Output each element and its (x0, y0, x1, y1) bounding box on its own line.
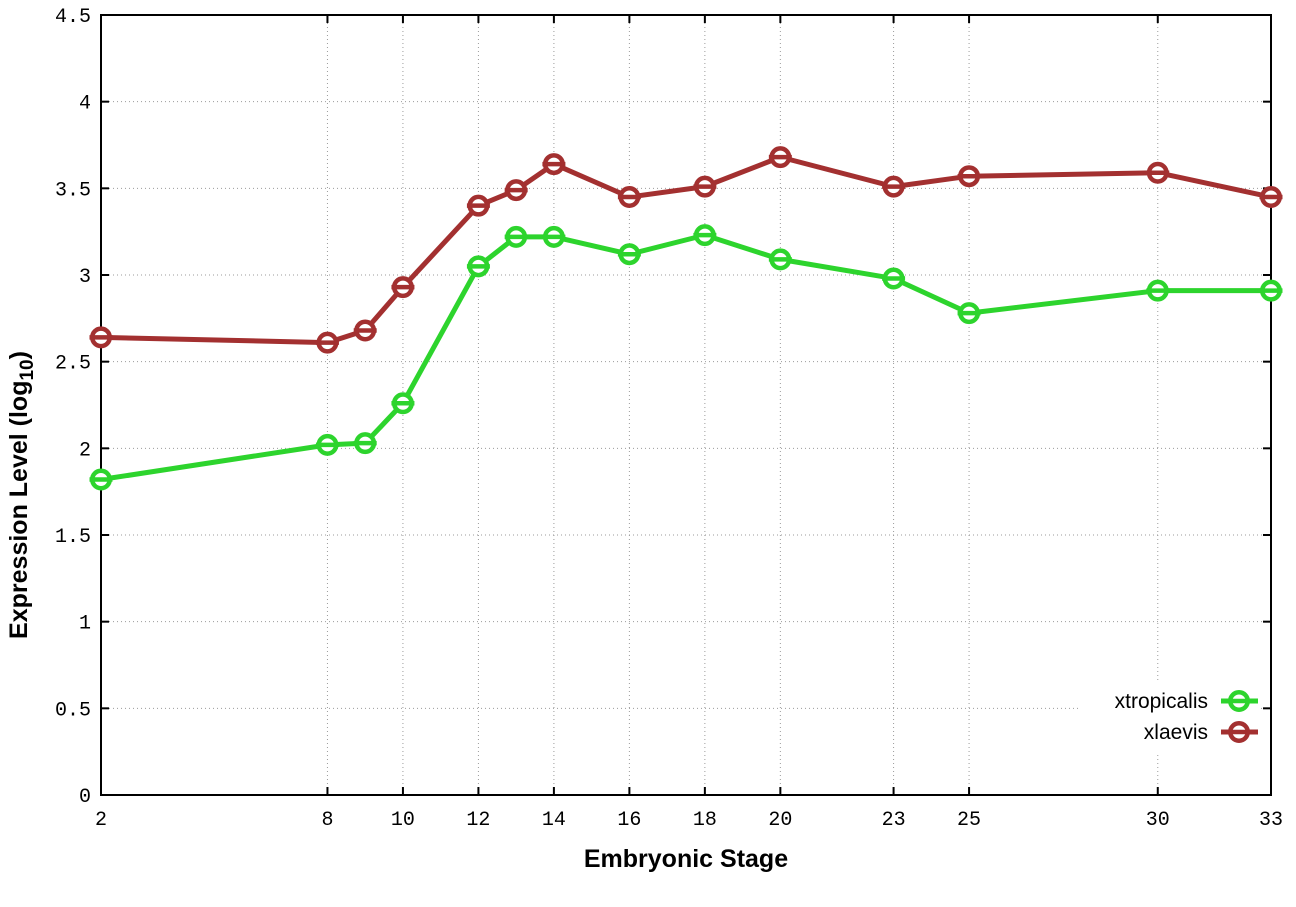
plot-border (100, 14, 1272, 796)
legend-entry-xlaevis: xlaevis (1144, 721, 1258, 744)
x-tick-label-20: 20 (768, 809, 792, 832)
y-tick-label-3.5: 3.5 (55, 179, 91, 202)
legend-marker-xlaevis (1227, 721, 1251, 743)
data-point-xlaevis-stage-13 (504, 179, 528, 202)
data-point-xtropicalis-stage-12 (466, 255, 490, 278)
data-point-xtropicalis-stage-33 (1259, 279, 1283, 302)
x-tick-label-10: 10 (391, 809, 415, 832)
data-point-xlaevis-stage-25 (957, 165, 981, 188)
x-tick-label-8: 8 (321, 809, 333, 832)
legend-label-xlaevis: xlaevis (1144, 721, 1208, 744)
data-point-xlaevis-stage-10 (391, 276, 415, 299)
series-xlaevis (89, 146, 1283, 354)
y-tick-label-4: 4 (79, 93, 91, 116)
x-tick-label-14: 14 (542, 809, 566, 832)
data-point-xlaevis-stage-14 (542, 153, 566, 176)
y-tick-label-0: 0 (79, 786, 91, 809)
y-tick-label-2.5: 2.5 (55, 353, 91, 376)
data-point-xlaevis-stage-16 (617, 186, 641, 208)
x-tick-labels: 2 8 10 12 14 16 18 20 23 25 30 33 (95, 809, 1283, 832)
x-tick-label-2: 2 (95, 809, 107, 832)
data-point-xlaevis-stage-2 (89, 326, 113, 349)
data-point-xlaevis-stage-9 (353, 319, 377, 342)
y-tick-label-1: 1 (79, 613, 91, 636)
data-point-xlaevis-stage-30 (1146, 161, 1170, 184)
y-tick-labels: 0 0.5 1 1.5 2 2.5 3 3.5 4 4.5 (55, 6, 91, 809)
x-tick-label-30: 30 (1146, 809, 1170, 832)
data-point-xtropicalis-stage-23 (882, 267, 906, 290)
data-point-xtropicalis-stage-14 (542, 225, 566, 248)
data-point-xlaevis-stage-23 (882, 175, 906, 198)
x-tick-label-18: 18 (693, 809, 717, 832)
data-point-xtropicalis-stage-10 (391, 392, 415, 415)
data-point-xtropicalis-stage-25 (957, 302, 981, 325)
legend-background (1078, 682, 1260, 754)
legend-marker-xtropicalis (1227, 690, 1251, 712)
data-point-xtropicalis-stage-30 (1146, 279, 1170, 302)
y-tick-label-0.5: 0.5 (55, 699, 91, 722)
x-tick-label-23: 23 (882, 809, 906, 832)
y-tick-label-4.5: 4.5 (55, 6, 91, 29)
y-tick-label-3: 3 (79, 266, 91, 289)
data-point-xtropicalis-stage-8 (315, 433, 339, 456)
gridlines (100, 14, 1272, 796)
data-point-xlaevis-stage-20 (768, 146, 792, 169)
data-point-xtropicalis-stage-16 (617, 243, 641, 266)
y-axis-label: Expression Level (log10) (5, 351, 38, 639)
data-point-xlaevis-stage-18 (693, 175, 717, 198)
series-line-xtropicalis (98, 232, 1274, 483)
data-point-xtropicalis-stage-18 (693, 224, 717, 247)
axis-ticks (100, 14, 1272, 796)
legend-label-xtropicalis: xtropicalis (1115, 690, 1208, 713)
x-tick-label-33: 33 (1259, 809, 1283, 832)
x-tick-label-25: 25 (957, 809, 981, 832)
data-point-xtropicalis-stage-2 (89, 468, 113, 491)
series-line-xlaevis (98, 154, 1274, 346)
data-point-xtropicalis-stage-20 (768, 248, 792, 271)
data-point-xlaevis-stage-33 (1259, 186, 1283, 208)
data-point-xlaevis-stage-12 (466, 194, 490, 217)
y-tick-label-2: 2 (79, 439, 91, 462)
x-tick-label-16: 16 (617, 809, 641, 832)
data-point-xtropicalis-stage-9 (353, 432, 377, 455)
data-point-xlaevis-stage-8 (315, 331, 339, 354)
legend-entry-xtropicalis: xtropicalis (1115, 690, 1258, 713)
y-tick-label-1.5: 1.5 (55, 526, 91, 549)
data-point-xtropicalis-stage-13 (504, 225, 528, 248)
series-xtropicalis (89, 224, 1283, 491)
x-axis-label: Embryonic Stage (584, 845, 788, 873)
x-tick-label-12: 12 (466, 809, 490, 832)
